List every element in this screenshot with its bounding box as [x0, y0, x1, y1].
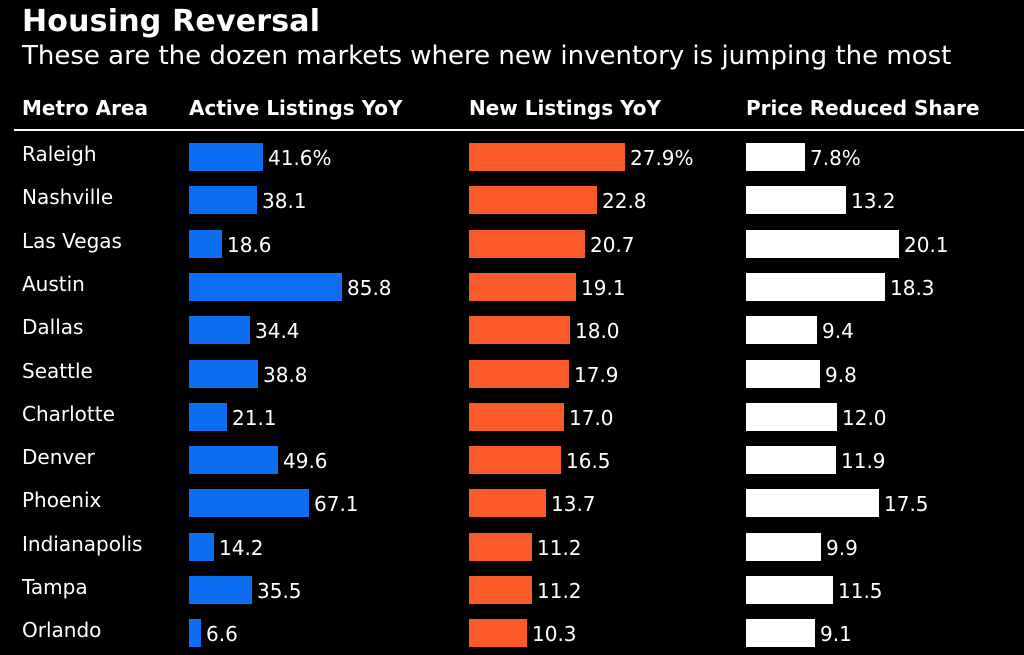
active-value-label: 21.1 [232, 406, 277, 430]
price-value-label: 20.1 [904, 233, 949, 257]
price-value-label: 9.4 [822, 319, 854, 343]
price-value-label: 11.9 [841, 449, 886, 473]
price-bar [746, 619, 815, 647]
new-value-label: 16.5 [566, 449, 611, 473]
price-bar [746, 576, 833, 604]
new-value-label: 17.9 [574, 363, 619, 387]
price-value-label: 7.8% [810, 146, 861, 170]
chart-subtitle: These are the dozen markets where new in… [22, 41, 952, 71]
new-value-label: 10.3 [532, 622, 577, 646]
price-value-label: 18.3 [890, 276, 935, 300]
new-bar [469, 403, 564, 431]
active-bar [189, 576, 252, 604]
new-bar [469, 619, 527, 647]
new-value-label: 11.2 [537, 579, 582, 603]
price-bar [746, 273, 885, 301]
metro-label: Seattle [22, 359, 93, 383]
header-metro-area: Metro Area [22, 96, 148, 120]
price-bar [746, 446, 836, 474]
active-bar [189, 186, 257, 214]
header-new-listings: New Listings YoY [469, 96, 661, 120]
active-bar [189, 316, 250, 344]
active-value-label: 14.2 [219, 536, 264, 560]
price-value-label: 11.5 [838, 579, 883, 603]
metro-label: Dallas [22, 315, 84, 339]
price-bar [746, 403, 837, 431]
active-bar [189, 230, 222, 258]
active-value-label: 18.6 [227, 233, 272, 257]
price-bar [746, 186, 846, 214]
active-bar [189, 619, 201, 647]
price-value-label: 12.0 [842, 406, 887, 430]
active-bar [189, 403, 227, 431]
price-bar [746, 230, 899, 258]
new-bar [469, 533, 532, 561]
header-divider [14, 129, 1024, 131]
chart-title: Housing Reversal [22, 4, 321, 39]
active-value-label: 85.8 [347, 276, 392, 300]
new-bar [469, 316, 570, 344]
metro-label: Phoenix [22, 488, 102, 512]
price-bar [746, 533, 821, 561]
metro-label: Nashville [22, 185, 114, 209]
new-bar [469, 273, 576, 301]
metro-label: Denver [22, 445, 95, 469]
active-value-label: 34.4 [255, 319, 300, 343]
new-value-label: 11.2 [537, 536, 582, 560]
price-value-label: 13.2 [851, 189, 896, 213]
active-value-label: 38.8 [263, 363, 308, 387]
metro-label: Tampa [22, 575, 88, 599]
new-bar [469, 360, 569, 388]
active-bar [189, 143, 263, 171]
new-value-label: 17.0 [569, 406, 614, 430]
active-bar [189, 446, 278, 474]
header-price-reduced: Price Reduced Share [746, 96, 980, 120]
metro-label: Raleigh [22, 142, 97, 166]
header-active-listings: Active Listings YoY [189, 96, 403, 120]
price-value-label: 9.1 [820, 622, 852, 646]
new-bar [469, 576, 532, 604]
active-bar [189, 273, 342, 301]
new-value-label: 20.7 [590, 233, 635, 257]
active-bar [189, 533, 214, 561]
new-bar [469, 186, 597, 214]
new-value-label: 18.0 [575, 319, 620, 343]
active-bar [189, 489, 309, 517]
price-bar [746, 143, 805, 171]
new-bar [469, 230, 585, 258]
active-value-label: 67.1 [314, 492, 359, 516]
new-value-label: 13.7 [551, 492, 596, 516]
price-bar [746, 489, 879, 517]
price-value-label: 9.9 [826, 536, 858, 560]
price-value-label: 9.8 [825, 363, 857, 387]
new-value-label: 19.1 [581, 276, 626, 300]
active-value-label: 49.6 [283, 449, 328, 473]
active-value-label: 6.6 [206, 622, 238, 646]
new-bar [469, 143, 625, 171]
metro-label: Orlando [22, 618, 102, 642]
new-value-label: 27.9% [630, 146, 694, 170]
new-value-label: 22.8 [602, 189, 647, 213]
price-bar [746, 360, 820, 388]
new-bar [469, 446, 561, 474]
price-value-label: 17.5 [884, 492, 929, 516]
new-bar [469, 489, 546, 517]
metro-label: Las Vegas [22, 229, 122, 253]
active-value-label: 41.6% [268, 146, 332, 170]
metro-label: Austin [22, 272, 85, 296]
metro-label: Indianapolis [22, 532, 143, 556]
active-value-label: 35.5 [257, 579, 302, 603]
active-bar [189, 360, 258, 388]
metro-label: Charlotte [22, 402, 115, 426]
price-bar [746, 316, 817, 344]
active-value-label: 38.1 [262, 189, 307, 213]
